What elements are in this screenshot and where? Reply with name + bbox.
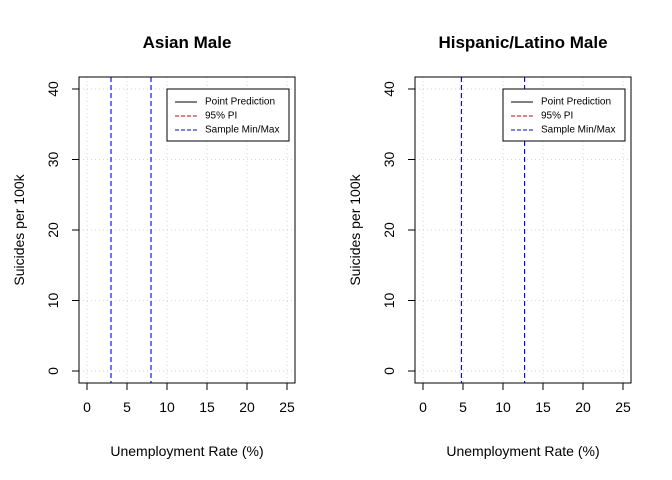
legend: Point Prediction 95% PI Sample Min/Max [166, 88, 290, 142]
x-tick-label: 0 [83, 399, 91, 415]
legend-box [502, 88, 626, 142]
legend: Point Prediction 95% PI Sample Min/Max [502, 88, 626, 142]
x-tick-label: 10 [495, 399, 511, 415]
x-tick-label: 20 [239, 399, 255, 415]
legend-label: 95% PI [541, 111, 573, 122]
y-tick-label: 40 [381, 81, 397, 97]
y-tick-label: 0 [381, 367, 397, 375]
legend-label: Point Prediction [205, 97, 275, 108]
y-tick-label: 40 [45, 81, 61, 97]
y-tick-label: 20 [381, 222, 397, 238]
y-tick-label: 0 [45, 367, 61, 375]
y-tick-label: 20 [45, 222, 61, 238]
x-tick-label: 15 [535, 399, 551, 415]
legend-box [166, 88, 290, 142]
chart-title: Hispanic/Latino Male [438, 33, 607, 52]
y-axis-label: Suicides per 100k [11, 173, 27, 285]
x-tick-label: 5 [459, 399, 467, 415]
y-tick-label: 30 [45, 151, 61, 167]
x-axis-label: Unemployment Rate (%) [110, 443, 263, 459]
x-tick-label: 25 [615, 399, 631, 415]
y-axis-label: Suicides per 100k [347, 173, 363, 285]
chart-panel-1: 0 5 10 15 20 25 0 10 20 30 40 Asian Male Unemploymen… [11, 33, 296, 459]
x-tick-label: 25 [279, 399, 295, 415]
legend-label: Sample Min/Max [541, 125, 615, 136]
chart-title: Asian Male [143, 33, 232, 52]
legend-label: Sample Min/Max [205, 125, 279, 136]
x-tick-label: 20 [575, 399, 591, 415]
y-tick-label: 30 [381, 151, 397, 167]
y-tick-label: 10 [45, 293, 61, 309]
y-tick-label: 10 [381, 293, 397, 309]
legend-label: Point Prediction [541, 97, 611, 108]
x-tick-label: 15 [199, 399, 215, 415]
x-tick-label: 10 [159, 399, 175, 415]
x-axis-label: Unemployment Rate (%) [446, 443, 599, 459]
x-tick-label: 0 [419, 399, 427, 415]
x-tick-label: 5 [123, 399, 131, 415]
legend-label: 95% PI [205, 111, 237, 122]
chart-panel-2: 0 5 10 15 20 25 0 10 20 30 40 Hispanic/Latino Male U… [347, 33, 632, 459]
